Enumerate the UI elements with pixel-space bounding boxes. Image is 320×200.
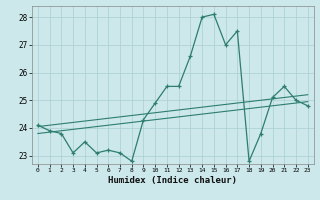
X-axis label: Humidex (Indice chaleur): Humidex (Indice chaleur) [108,176,237,185]
